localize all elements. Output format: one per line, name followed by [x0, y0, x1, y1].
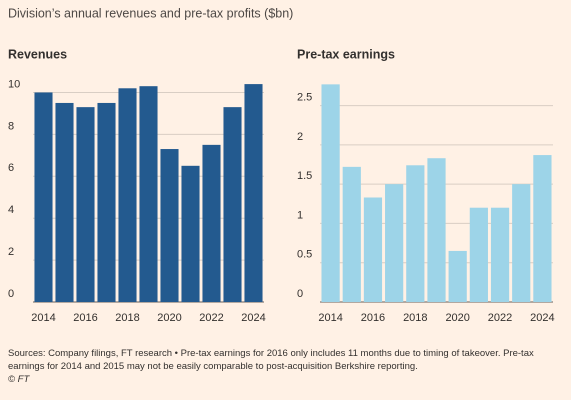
copyright: © FT: [8, 374, 30, 385]
y-tick-label: 1.5: [297, 170, 312, 182]
y-tick-label: 2: [297, 131, 303, 143]
bar: [202, 144, 221, 302]
bar: [76, 107, 95, 303]
x-tick-label: 2024: [530, 312, 554, 324]
x-tick-label: 2014: [318, 312, 342, 324]
bar: [512, 184, 531, 302]
panel-title: Revenues: [8, 47, 67, 61]
bar: [385, 184, 404, 302]
x-tick-label: 2022: [199, 312, 223, 324]
y-tick-label: 8: [8, 120, 14, 132]
bar: [244, 84, 263, 302]
x-tick-label: 2018: [115, 312, 139, 324]
x-tick-label: 2018: [403, 312, 427, 324]
bar: [223, 107, 242, 303]
y-tick-label: 0.5: [297, 249, 312, 261]
figure-title: Division’s annual revenues and pre-tax p…: [8, 6, 293, 20]
x-tick-label: 2020: [445, 312, 469, 324]
y-tick-label: 4: [8, 204, 14, 216]
x-tick-label: 2020: [157, 312, 181, 324]
x-tick-label: 2022: [488, 312, 512, 324]
bar: [160, 149, 179, 302]
x-tick-label: 2024: [241, 312, 265, 324]
bar: [321, 84, 340, 302]
x-tick-label: 2014: [31, 312, 55, 324]
y-tick-label: 2: [8, 246, 14, 258]
bar: [139, 86, 158, 302]
bar: [533, 155, 552, 302]
bar: [342, 166, 361, 302]
y-tick-label: 2.5: [297, 91, 312, 103]
bar: [469, 207, 488, 302]
y-tick-label: 6: [8, 162, 14, 174]
bar: [448, 250, 467, 302]
y-tick-label: 0: [8, 288, 14, 300]
bar: [406, 165, 425, 302]
y-tick-label: 1: [297, 209, 303, 221]
bar: [363, 197, 383, 302]
bar: [490, 207, 510, 302]
bar: [181, 165, 200, 302]
bar: [55, 102, 74, 302]
chart: Division’s annual revenues and pre-tax p…: [8, 6, 555, 324]
y-tick-label: 0: [297, 288, 303, 300]
panel-title: Pre-tax earnings: [297, 47, 395, 61]
bar: [97, 102, 116, 302]
x-tick-label: 2016: [73, 312, 97, 324]
bar: [118, 88, 137, 303]
bar: [34, 92, 53, 302]
x-tick-label: 2016: [361, 312, 385, 324]
y-tick-label: 10: [8, 78, 20, 90]
bar: [427, 158, 446, 302]
source-note: Sources: Company filings, FT research • …: [8, 348, 534, 372]
